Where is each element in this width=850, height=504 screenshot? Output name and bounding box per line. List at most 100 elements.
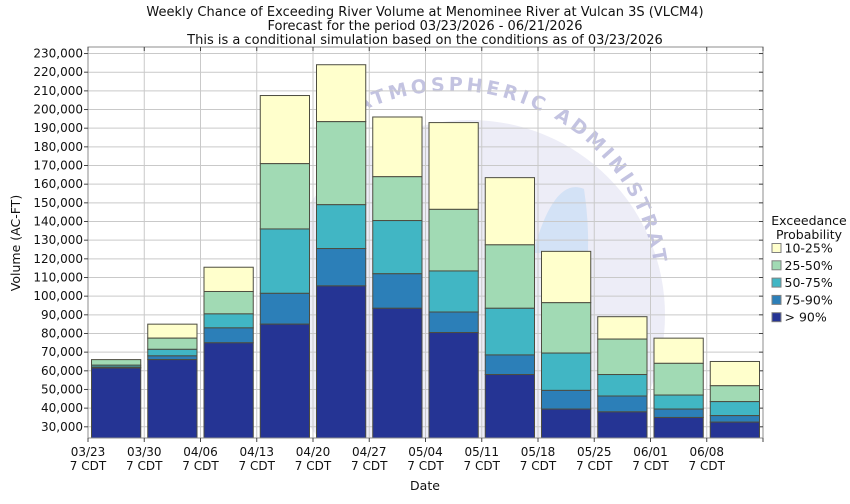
x-tick-label-date: 05/04 <box>408 445 443 459</box>
segment-25-50 <box>372 176 423 222</box>
bar-week-05-25 <box>597 316 648 439</box>
x-tick-label-date: 05/25 <box>577 445 612 459</box>
segment-10-25 <box>597 316 648 340</box>
x-tick-label-date: 06/01 <box>633 445 668 459</box>
x-tick-label-date: 05/18 <box>521 445 556 459</box>
legend-title-line2: Probability <box>776 227 843 242</box>
y-tick-label: 70,000 <box>41 345 83 359</box>
segment-gt-90 <box>372 307 423 439</box>
segment-gt-90 <box>147 359 198 439</box>
segment-50-75 <box>259 228 310 294</box>
segment-50-75 <box>709 401 760 417</box>
segment-25-50 <box>428 208 479 272</box>
legend-label-3: 50-75% <box>785 275 833 290</box>
bar-week-05-04 <box>428 122 479 439</box>
segment-10-25 <box>653 337 704 364</box>
x-tick-label-date: 03/23 <box>71 445 106 459</box>
legend-swatch-1 <box>771 243 782 253</box>
legend-label-2: 25-50% <box>785 258 833 273</box>
segment-10-25 <box>428 122 479 210</box>
segment-75-90 <box>428 311 479 334</box>
x-tick-label-time: 7 CDT <box>407 459 444 473</box>
segment-75-90 <box>709 415 760 423</box>
segment-25-50 <box>203 290 254 315</box>
x-tick-label-time: 7 CDT <box>520 459 557 473</box>
x-tick-label-date: 06/08 <box>689 445 724 459</box>
segment-gt-90 <box>91 367 142 439</box>
segment-75-90 <box>316 248 367 287</box>
segment-50-75 <box>147 348 198 357</box>
x-tick-label-date: 04/06 <box>183 445 218 459</box>
segment-gt-90 <box>203 342 254 439</box>
segment-50-75 <box>203 313 254 329</box>
segment-gt-90 <box>316 285 367 439</box>
segment-50-75 <box>372 220 423 275</box>
segment-10-25 <box>316 64 367 123</box>
y-tick-label: 150,000 <box>33 196 83 210</box>
segment-75-90 <box>147 355 198 361</box>
segment-gt-90 <box>259 323 310 439</box>
segment-gt-90 <box>541 408 592 439</box>
y-tick-label: 60,000 <box>41 364 83 378</box>
x-tick-label-date: 04/13 <box>239 445 274 459</box>
chart-title: Weekly Chance of Exceeding River Volume … <box>146 5 703 20</box>
bar-week-06-01 <box>653 337 704 439</box>
segment-50-75 <box>653 394 704 410</box>
y-tick-label: 120,000 <box>33 252 83 266</box>
segment-75-90 <box>597 395 648 413</box>
x-tick-label-date: 05/11 <box>464 445 499 459</box>
legend-swatch-5 <box>771 312 782 323</box>
x-tick-label-time: 7 CDT <box>126 459 163 473</box>
y-tick-label: 40,000 <box>41 401 83 415</box>
y-tick-label: 50,000 <box>41 382 83 396</box>
x-tick-label-time: 7 CDT <box>295 459 332 473</box>
x-tick-label-time: 7 CDT <box>351 459 388 473</box>
x-tick-label-time: 7 CDT <box>239 459 276 473</box>
segment-75-90 <box>653 408 704 418</box>
legend: Exceedance Probability 10-25% 25-50% 50-75… <box>771 213 847 325</box>
legend-swatch-2 <box>771 260 782 271</box>
bars-layer <box>91 64 760 439</box>
y-tick-label: 220,000 <box>33 65 83 79</box>
x-tick-label-date: 04/20 <box>296 445 331 459</box>
segment-25-50 <box>597 338 648 376</box>
segment-10-25 <box>203 266 254 292</box>
bar-week-03-30 <box>147 323 198 439</box>
segment-50-75 <box>541 352 592 391</box>
segment-gt-90 <box>653 416 704 439</box>
segment-10-25 <box>372 116 423 178</box>
chart-subtitle-period: Forecast for the period 03/23/2026 - 06/… <box>268 19 583 34</box>
noaa-watermark-sail <box>533 187 589 253</box>
y-tick-label: 170,000 <box>33 159 83 173</box>
x-tick-label-time: 7 CDT <box>689 459 726 473</box>
chart-subtitle-conditions: This is a conditional simulation based o… <box>186 33 663 48</box>
segment-25-50 <box>653 362 704 396</box>
x-tick-label-time: 7 CDT <box>182 459 219 473</box>
y-tick-label: 100,000 <box>33 289 83 303</box>
legend-title-line1: Exceedance <box>771 213 847 228</box>
legend-label-1: 10-25% <box>785 241 833 256</box>
segment-25-50 <box>259 163 310 230</box>
segment-10-25 <box>147 323 198 339</box>
x-tick-label-time: 7 CDT <box>464 459 501 473</box>
y-tick-label: 140,000 <box>33 215 83 229</box>
segment-75-90 <box>484 354 535 376</box>
x-axis-title: Date <box>410 478 440 493</box>
y-tick-label: 110,000 <box>33 270 83 284</box>
legend-entries: 10-25% 25-50% 50-75% 75-90% > 90% <box>771 241 833 325</box>
segment-10-25 <box>541 250 592 304</box>
x-tick-label-time: 7 CDT <box>70 459 107 473</box>
segment-50-75 <box>316 204 367 250</box>
x-tick-label-time: 7 CDT <box>632 459 669 473</box>
y-tick-label: 210,000 <box>33 84 83 98</box>
legend-swatch-3 <box>771 277 782 288</box>
segment-25-50 <box>316 121 367 206</box>
segment-50-75 <box>484 307 535 356</box>
tick-labels-layer: 30,000 40,000 50,000 60,000 70,000 80,000 90,0… <box>33 47 725 473</box>
segment-10-25 <box>484 177 535 246</box>
segment-10-25 <box>259 95 310 165</box>
segment-10-25 <box>709 360 760 387</box>
segment-75-90 <box>203 327 254 344</box>
